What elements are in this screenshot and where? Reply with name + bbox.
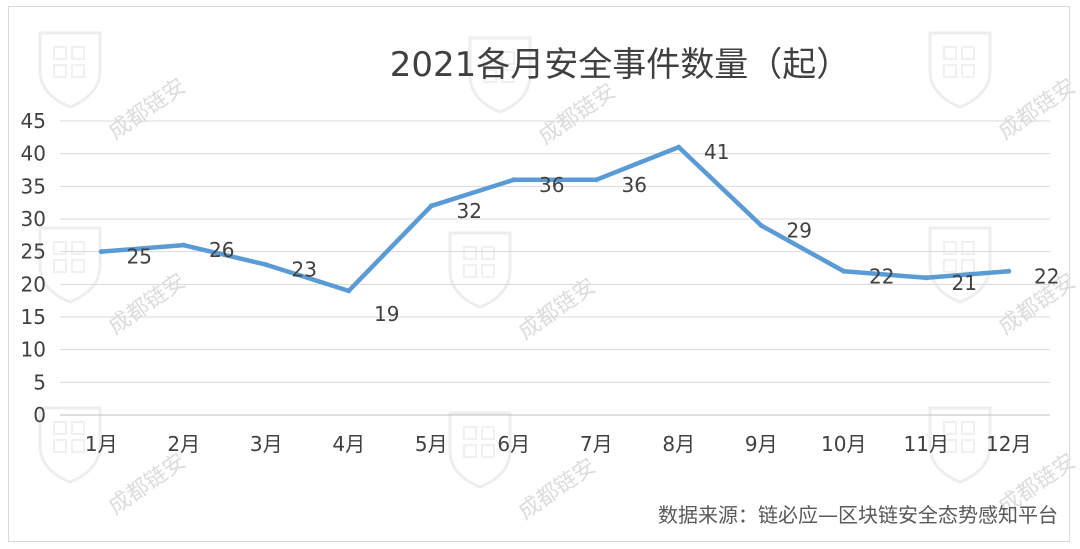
- data-label: 36: [622, 173, 647, 197]
- data-label: 29: [787, 219, 812, 243]
- x-tick-label: 10月: [821, 432, 866, 456]
- series-layer: [98, 144, 1012, 294]
- x-tick-label: 4月: [332, 432, 365, 456]
- watermark-logo-icon: [928, 31, 992, 109]
- data-point: [511, 177, 517, 183]
- x-tick-label: 12月: [986, 432, 1031, 456]
- watermark-text: 成都链安: [104, 449, 190, 520]
- series-line: [99, 144, 1011, 294]
- data-label: 22: [1034, 264, 1059, 288]
- x-tick-label: 2月: [167, 432, 200, 456]
- data-labels: 25 26 23 19 32 36 36 41 29 22 21 22: [127, 140, 1060, 326]
- data-point: [98, 249, 104, 255]
- x-tick-label: 9月: [745, 432, 778, 456]
- watermark-logo-icon: [928, 406, 992, 484]
- data-point: [1006, 268, 1012, 274]
- data-point: [676, 144, 682, 150]
- data-label: 26: [209, 238, 234, 262]
- data-point: [428, 203, 434, 209]
- y-axis-tick-labels: 0 5 10 15 20 25 30 35 40 45: [21, 109, 46, 427]
- y-tick-label: 5: [33, 370, 46, 394]
- y-tick-label: 45: [21, 109, 46, 133]
- x-tick-label: 6月: [497, 432, 530, 456]
- x-axis-tick-labels: 1月 2月 3月 4月 5月 6月 7月 8月 9月 10月 11月 12月: [85, 432, 1032, 456]
- chart-title: 2021各月安全事件数量（起）: [390, 45, 851, 85]
- watermark-logo-icon: [448, 231, 512, 309]
- y-tick-label: 40: [21, 142, 46, 166]
- data-label: 36: [539, 173, 564, 197]
- data-point: [181, 242, 187, 248]
- data-label: 32: [457, 199, 482, 223]
- watermark-text: 成都链安: [514, 454, 600, 525]
- source-note: 数据来源：链必应—区块链安全态势感知平台: [658, 503, 1058, 527]
- data-point: [841, 268, 847, 274]
- x-tick-label: 1月: [85, 432, 118, 456]
- data-label: 25: [127, 245, 152, 269]
- data-point: [923, 275, 929, 281]
- data-point: [346, 288, 352, 294]
- x-tick-label: 5月: [415, 432, 448, 456]
- y-tick-label: 30: [21, 207, 46, 231]
- watermark-text: 成都链安: [104, 74, 190, 145]
- data-label: 22: [869, 264, 894, 288]
- data-point: [263, 262, 269, 268]
- y-tick-label: 20: [21, 272, 46, 296]
- y-tick-label: 35: [21, 174, 46, 198]
- y-tick-label: 0: [33, 403, 46, 427]
- y-tick-label: 10: [21, 338, 46, 362]
- x-tick-label: 8月: [662, 432, 695, 456]
- data-point: [758, 223, 764, 229]
- data-label: 41: [704, 140, 729, 164]
- data-label: 21: [952, 271, 977, 295]
- data-point: [593, 177, 599, 183]
- watermark-logo-icon: [38, 226, 102, 304]
- data-label: 19: [374, 302, 399, 326]
- watermark-logo-icon: [38, 406, 102, 484]
- watermark-text: 成都链安: [534, 79, 620, 150]
- watermark-text: 成都链安: [104, 269, 190, 340]
- watermark-logo-icon: [448, 411, 512, 489]
- watermark-text: 成都链安: [994, 74, 1080, 145]
- y-tick-label: 15: [21, 305, 46, 329]
- gridlines: [60, 120, 1050, 416]
- x-tick-label: 11月: [904, 432, 949, 456]
- y-tick-label: 25: [21, 240, 46, 264]
- watermark-logo-icon: [468, 36, 532, 114]
- watermark-logo-icon: [38, 31, 102, 109]
- data-label: 23: [292, 258, 317, 282]
- x-tick-label: 7月: [580, 432, 613, 456]
- x-tick-label: 3月: [250, 432, 283, 456]
- chart-frame: [8, 6, 1070, 542]
